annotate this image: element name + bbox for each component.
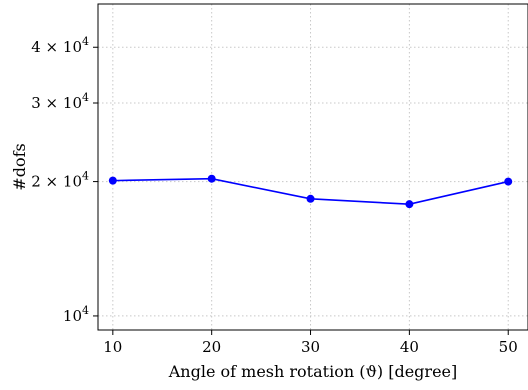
x-tick-label: 30 (301, 338, 320, 356)
grid (98, 4, 528, 330)
plot-frame (97, 3, 528, 331)
y-tick-base: 10 (63, 38, 82, 56)
y-tick-mantissa: 2 × (31, 173, 63, 191)
y-tick-mantissa: 3 × (31, 94, 63, 112)
x-tick-label: 10 (103, 338, 122, 356)
y-tick-base: 10 (63, 94, 82, 112)
y-tick-base: 10 (63, 173, 82, 191)
data-point (207, 174, 216, 183)
data-point (306, 194, 315, 203)
y-tick-exponent: 4 (82, 35, 89, 48)
y-tick-label: 104 (63, 304, 89, 325)
x-tick-label: 40 (400, 338, 419, 356)
y-tick-label: 2 × 104 (31, 170, 89, 191)
y-axis-label: #dofs (10, 143, 29, 190)
y-tick-label: 3 × 104 (31, 91, 89, 112)
x-axis-label: Angle of mesh rotation (ϑ) [degree] (168, 362, 458, 381)
y-tick-exponent: 4 (82, 304, 89, 317)
x-axis: 10 20 30 40 50 (103, 330, 518, 356)
data-point (504, 177, 513, 186)
series (108, 174, 513, 209)
y-tick-label: 4 × 104 (31, 35, 89, 56)
y-tick-mantissa: 4 × (31, 38, 63, 56)
x-tick-label: 20 (202, 338, 221, 356)
x-tick-label: 50 (499, 338, 518, 356)
data-point (108, 176, 117, 185)
y-tick-exponent: 4 (82, 170, 89, 183)
y-tick-base: 10 (63, 307, 82, 325)
data-point (405, 200, 414, 209)
y-tick-exponent: 4 (82, 91, 89, 104)
